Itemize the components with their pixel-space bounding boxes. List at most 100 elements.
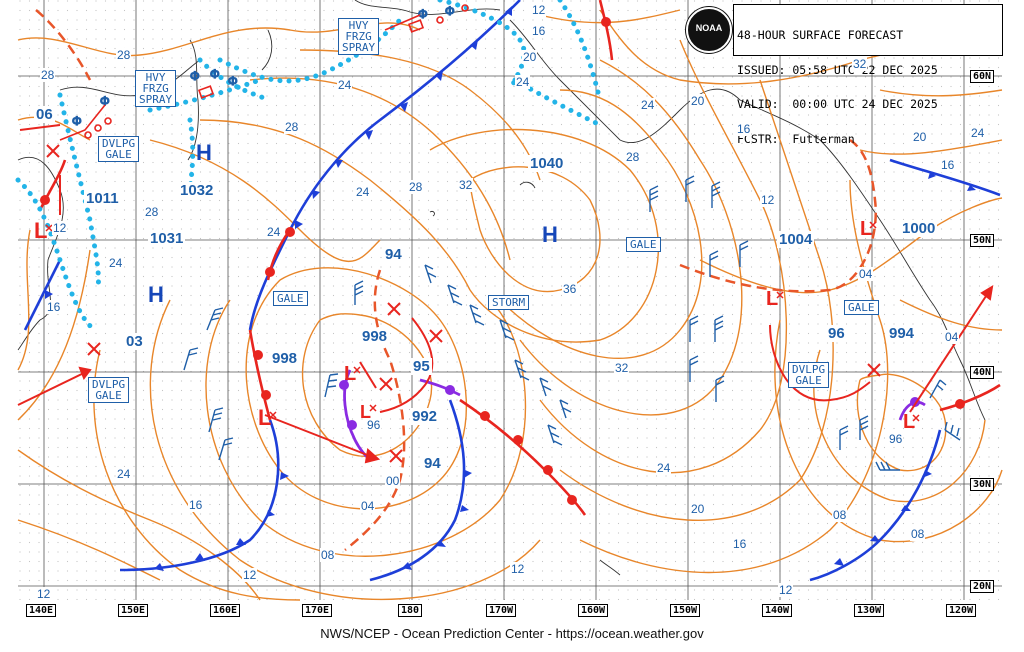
- warning-hvy-frzg-spray: HVY FRZG SPRAY: [135, 70, 177, 107]
- isobar-label: 28: [116, 48, 132, 62]
- latitude-label: 60N: [970, 70, 995, 83]
- warning-line: FRZG: [142, 82, 169, 95]
- isobar-label: 16: [46, 300, 62, 314]
- low-x-small: [45, 221, 920, 422]
- isobar-label: 16: [732, 537, 748, 551]
- isobar-label: 12: [52, 221, 68, 235]
- longitude-label: 120W: [946, 604, 977, 617]
- pressure-value: 998: [360, 328, 390, 345]
- movement-curves: [379, 317, 871, 413]
- svg-text:Φ: Φ: [210, 67, 220, 81]
- pressure-value: 96: [826, 325, 847, 342]
- longitude-label: 170E: [302, 604, 333, 617]
- warning-line: FRZG: [345, 30, 372, 43]
- pressure-value: 1032: [178, 182, 216, 199]
- cold-front-barbs: [45, 6, 976, 571]
- isobar-label: 04: [360, 499, 376, 513]
- pressure-value: 94: [422, 455, 443, 472]
- longitude-label: 150E: [118, 604, 149, 617]
- latitude-label: 20N: [970, 580, 995, 593]
- wind-barbs: [183, 175, 961, 471]
- longitude-label: 170W: [486, 604, 517, 617]
- svg-text:L: L: [860, 218, 872, 240]
- isobar-label: 08: [832, 508, 848, 522]
- isobar-label: 96: [366, 418, 382, 432]
- isobar-label: 24: [116, 467, 132, 481]
- noaa-logo: NOAA: [686, 7, 732, 53]
- svg-text:Φ: Φ: [418, 7, 428, 21]
- pressure-value: 06: [34, 106, 55, 123]
- warning-line: GALE: [95, 389, 122, 402]
- pressure-value: 994: [887, 325, 917, 342]
- warning-dvlpg-gale: DVLPG GALE: [788, 362, 830, 388]
- isobar-label: 24: [108, 256, 124, 270]
- latitude-label: 40N: [970, 366, 995, 379]
- isobar-label: 04: [858, 267, 874, 281]
- isobar-label: 24: [266, 225, 282, 239]
- pressure-value: 03: [124, 333, 145, 350]
- isobar-label: 24: [337, 78, 353, 92]
- warning-line: GALE: [105, 148, 132, 161]
- x-marks: [46, 144, 881, 463]
- pressure-value: 94: [383, 246, 404, 263]
- isobar-label: 12: [531, 3, 547, 17]
- isobar-label: 28: [144, 205, 160, 219]
- longitude-label: 160E: [210, 604, 241, 617]
- forecast-title: 48-HOUR SURFACE FORECAST: [737, 28, 904, 42]
- isobar-label: 96: [888, 432, 904, 446]
- warning-line: SPRAY: [342, 41, 376, 54]
- isobar-label: 36: [562, 282, 578, 296]
- occluded-bumps: [339, 380, 920, 430]
- isobar-label: 12: [760, 193, 776, 207]
- isobar-label: 32: [614, 361, 630, 375]
- spray-marks: [59, 4, 469, 141]
- latitude-label: 30N: [970, 478, 995, 491]
- warning-dvlpg-gale: DVLPG GALE: [88, 377, 130, 403]
- isobar-label: 28: [408, 180, 424, 194]
- pressure-value: 1031: [148, 230, 186, 247]
- isobar-label: 08: [910, 527, 926, 541]
- pressure-value: 1011: [84, 190, 121, 207]
- warning-gale: GALE: [844, 300, 879, 315]
- isobar-label: 24: [640, 98, 656, 112]
- pressure-value: 992: [410, 408, 440, 425]
- isobar-label: 28: [284, 120, 300, 134]
- warning-line: HVY: [348, 19, 369, 32]
- longitude-label: 140E: [26, 604, 57, 617]
- warning-gale: GALE: [273, 291, 308, 306]
- pressure-value: 95: [411, 358, 432, 375]
- svg-text:L: L: [258, 405, 271, 430]
- warning-dvlpg-gale: DVLPG GALE: [98, 136, 140, 162]
- high-symbol: H: [196, 140, 212, 165]
- svg-text:L: L: [360, 402, 371, 422]
- longitude-label: 130W: [854, 604, 885, 617]
- issued-time: ISSUED: 05:58 UTC 22 DEC 2025: [737, 62, 938, 77]
- isobar-label: 16: [736, 122, 752, 136]
- svg-text:L: L: [766, 288, 778, 310]
- warning-line: DVLPG: [792, 363, 826, 376]
- isobar-label: 12: [778, 583, 794, 597]
- isobar-label: 32: [852, 57, 868, 71]
- troughs: [35, 9, 878, 551]
- pressure-value: 1000: [900, 220, 938, 237]
- low-symbols: L L L L L L L: [34, 218, 915, 433]
- isobar-label: 00: [385, 474, 401, 488]
- svg-text:Φ: Φ: [100, 94, 110, 108]
- isobar-label: 20: [522, 50, 538, 64]
- pressure-value: 998: [270, 350, 300, 367]
- longitude-label: 180: [398, 604, 423, 617]
- warning-gale: GALE: [626, 237, 661, 252]
- forecaster: FCSTR: Futterman: [737, 131, 855, 146]
- valid-time: VALID: 00:00 UTC 24 DEC 2025: [737, 97, 938, 111]
- isobar-label: 28: [625, 150, 641, 164]
- isobar-label: 20: [690, 502, 706, 516]
- isobar-label: 12: [36, 587, 52, 601]
- isobar-label: 04: [944, 330, 960, 344]
- forecast-header: NOAA 48-HOUR SURFACE FORECAST ISSUED: 05…: [686, 4, 1003, 144]
- pressure-value: 1004: [777, 231, 815, 248]
- warning-hvy-frzg-spray: HVY FRZG SPRAY: [338, 18, 380, 55]
- warning-line: HVY: [145, 71, 166, 84]
- pressure-value: 1040: [528, 155, 566, 172]
- svg-text:Φ: Φ: [445, 4, 455, 18]
- svg-text:L: L: [903, 411, 915, 433]
